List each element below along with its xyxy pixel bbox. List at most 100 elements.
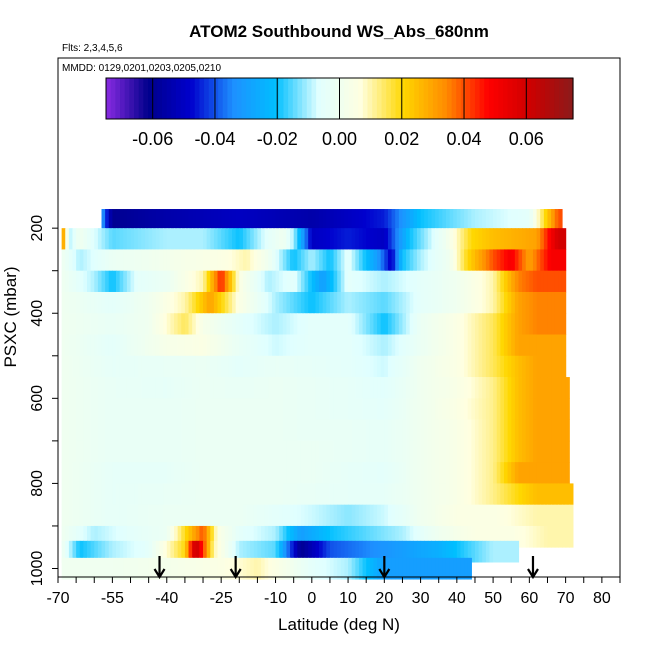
heatmap-cell [518,249,523,272]
colorbar-swatch [120,78,126,119]
heatmap-cell [76,540,81,563]
heatmap-cell [184,398,190,420]
heatmap-cell [449,419,454,442]
heatmap-cell [391,504,396,527]
heatmap-cell [72,419,77,442]
heatmap-cell [366,440,371,463]
heatmap-cell [344,540,349,563]
heatmap-cell [326,377,331,399]
heatmap-cell [554,462,559,484]
colorbar-swatch [507,78,513,119]
heatmap-cell [337,249,342,272]
heatmap-cell [384,334,389,357]
heatmap-cell [518,377,523,399]
heatmap-cell [525,209,530,231]
heatmap-cell [65,440,70,463]
heatmap-cell [536,270,541,293]
heatmap-cell [145,355,150,378]
heatmap-cell [242,209,248,231]
x-axis: -70 -55 -40 -25 -10 0 10 20 30 40 50 60 70 80 [46,577,621,607]
heatmap-cell [119,334,124,357]
heatmap-cell [561,377,567,399]
heatmap-cell [355,398,360,420]
heatmap-cell [449,355,454,378]
heatmap-cell [126,462,132,484]
heatmap-cell [547,462,552,484]
heatmap-cell [297,483,302,506]
heatmap-cell [362,525,367,548]
heatmap-cell [395,291,400,314]
heatmap-cell [253,291,259,314]
heatmap-cell [206,557,211,580]
heatmap-cell [413,440,418,463]
heatmap-cell [319,398,324,420]
heatmap-cell [83,540,88,563]
heatmap-cell [485,440,491,463]
heatmap-cell [242,525,248,548]
heatmap-cell [496,355,501,378]
heatmap-cell [471,313,476,335]
heatmap-cell [315,398,320,420]
heatmap-cell [177,557,182,580]
heatmap-cell [496,249,501,272]
heatmap-cell [551,525,556,548]
heatmap-cell [547,398,552,420]
heatmap-cell [105,313,110,335]
heatmap-cell [217,483,222,506]
heatmap-cell [416,483,422,506]
heatmap-cell [130,540,135,563]
heatmap-cell [250,483,255,506]
heatmap-cell [217,270,222,293]
heatmap-cell [188,313,193,335]
heatmap-cell [271,334,277,357]
heatmap-cell [250,462,255,484]
colorbar-swatch [176,78,182,119]
heatmap-cell [264,525,269,548]
heatmap-cell [195,504,201,527]
heatmap-cell [239,209,244,231]
heatmap-cell [203,355,208,378]
heatmap-cell [163,462,168,484]
heatmap-cell [282,313,288,335]
heatmap-cell [485,228,491,250]
heatmap-cell [87,557,92,580]
heatmap-cell [308,504,313,527]
heatmap-cell [195,228,201,250]
heatmap-cell [358,557,364,580]
heatmap-cell [420,419,425,442]
heatmap-cell [351,440,356,463]
heatmap-cell [319,419,324,442]
heatmap-cell [152,209,157,231]
heatmap-cell [315,228,320,250]
heatmap-cell [123,313,128,335]
heatmap-cell [206,249,211,272]
heatmap-cell [438,462,443,484]
heatmap-cell [101,419,106,442]
heatmap-cell [529,249,534,272]
heatmap-cell [134,377,139,399]
heatmap-cell [170,313,175,335]
heatmap-cell [275,557,280,580]
heatmap-cell [199,291,204,314]
heatmap-cell [493,540,498,563]
heatmap-cell [108,334,113,357]
heatmap-cell [166,440,171,463]
heatmap-cell [315,419,320,442]
heatmap-cell [308,398,313,420]
heatmap-cell [471,270,476,293]
heatmap-cell [456,249,462,272]
heatmap-cell [493,291,498,314]
heatmap-cell [174,228,179,250]
heatmap-cell [83,462,88,484]
heatmap-cell [522,209,527,231]
heatmap-cell [213,291,219,314]
heatmap-cell [282,249,288,272]
heatmap-cell [460,419,465,442]
heatmap-cell [474,540,480,563]
heatmap-cell [311,557,317,580]
heatmap-cell [387,419,393,442]
heatmap-cell [148,525,153,548]
heatmap-cell [474,291,480,314]
x-tick-label: 10 [339,590,357,607]
heatmap-cell [525,462,530,484]
